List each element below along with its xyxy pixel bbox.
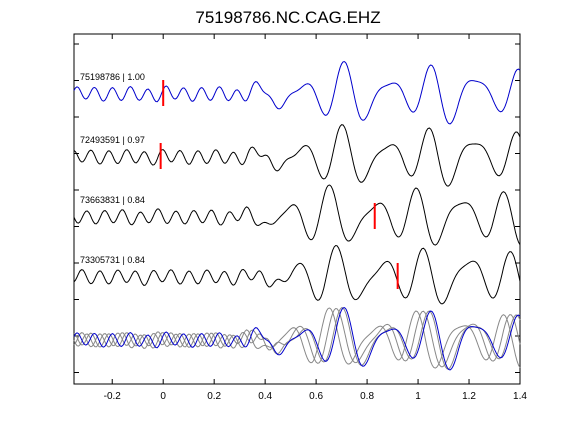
trace-label: 73663831 | 0.84 (80, 195, 145, 205)
x-tick-label: 0.8 (360, 391, 374, 402)
waveform-trace (73, 61, 521, 125)
overlay-reference-trace (73, 307, 521, 371)
x-tick-label: 1.2 (462, 391, 476, 402)
x-tick-label: 0 (160, 391, 166, 402)
waveform-trace (73, 124, 521, 187)
x-tick-label: 0.6 (309, 391, 323, 402)
trace-label: 73305731 | 0.84 (80, 255, 145, 265)
overlay-trace (73, 307, 521, 370)
overlay-stack (73, 307, 521, 371)
chart-title: 75198786.NC.CAG.EHZ (195, 8, 381, 27)
plot-frame (73, 33, 521, 385)
trace-label: 75198786 | 1.00 (80, 72, 145, 82)
x-axis: -0.2 0 0.2 0.4 0.6 0.8 1 1.2 1.4 (104, 34, 527, 402)
x-tick-label: 0.2 (207, 391, 221, 402)
waveform-trace (73, 184, 521, 246)
trace-label: 72493591 | 0.97 (80, 135, 145, 145)
waveform-trace (73, 244, 521, 305)
x-tick-label: 1 (415, 391, 421, 402)
x-tick-label: 0.4 (258, 391, 272, 402)
traces-layer: 75198786 | 1.00 72493591 | 0.97 73663831 |… (73, 61, 521, 305)
x-tick-label: -0.2 (104, 391, 122, 402)
overlay-trace (73, 307, 521, 369)
x-tick-label: 1.4 (513, 391, 527, 402)
y-axis-ticks (74, 43, 520, 373)
